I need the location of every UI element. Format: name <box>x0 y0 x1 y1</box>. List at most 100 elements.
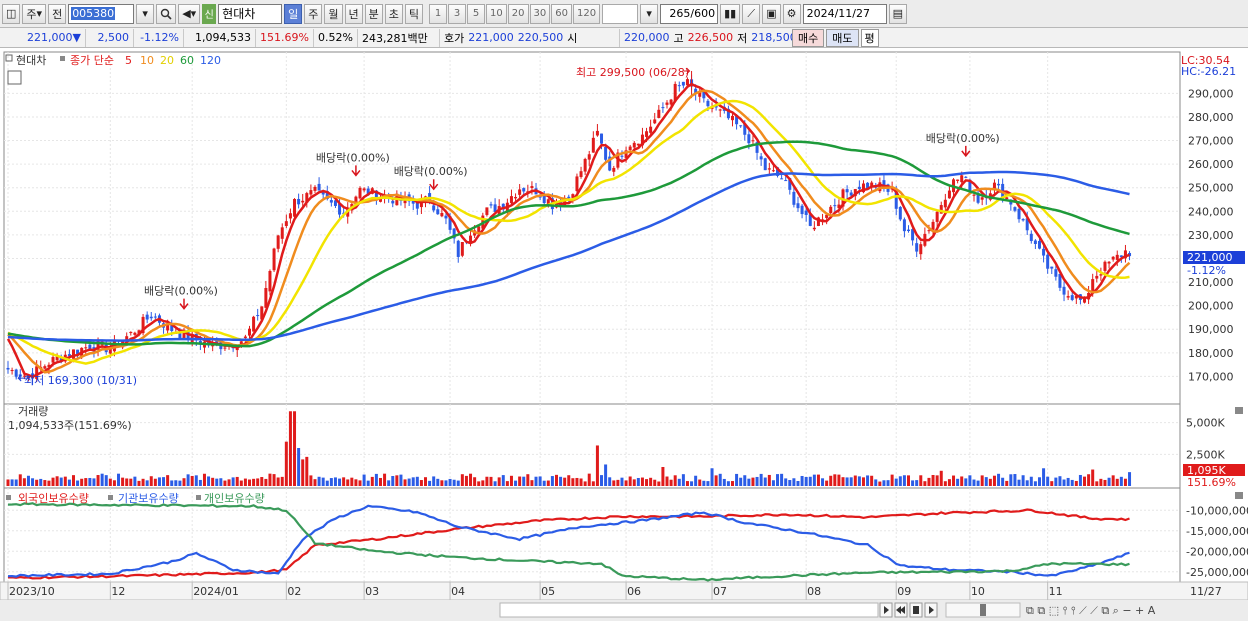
volume-bar <box>31 478 35 486</box>
period-tab-2[interactable]: 월 <box>324 3 343 24</box>
candle-body <box>771 170 775 172</box>
volume-bar <box>43 480 47 486</box>
eval-button[interactable]: 평 <box>860 28 879 47</box>
sell-button[interactable]: 매도 <box>826 28 859 47</box>
candle-body <box>767 168 771 170</box>
candle-body <box>685 79 689 86</box>
candle-body <box>1070 295 1074 300</box>
scroll-right-arrow-icon <box>884 606 889 614</box>
speaker-icon[interactable]: ◀▾ <box>178 3 201 24</box>
period-tab-5[interactable]: 초 <box>384 3 403 24</box>
stock-code-input[interactable]: 005380 <box>68 3 135 24</box>
prev-button[interactable]: 전 <box>48 3 67 24</box>
volume-bar <box>374 473 378 486</box>
price-badge-pct: -1.12% <box>1187 264 1226 277</box>
candle-body <box>301 200 305 203</box>
volume-bar <box>980 475 984 486</box>
volume-bar <box>1050 481 1054 486</box>
volume-bar <box>272 474 276 486</box>
chart-canvas[interactable]: 170,000180,000190,000200,000210,000220,0… <box>0 48 1248 621</box>
volume-panel-close-icon[interactable] <box>1235 407 1243 414</box>
interval-button-1[interactable]: 1 <box>429 3 448 24</box>
holdings-panel-close-icon[interactable] <box>1235 492 1243 499</box>
period-tab-0[interactable]: 일 <box>284 3 303 24</box>
volume-badge-ratio: 151.69% <box>1187 476 1236 489</box>
interval-button-10[interactable]: 10 <box>486 3 507 24</box>
volume-bar <box>600 475 604 486</box>
candle-body <box>284 221 288 226</box>
buy-button[interactable]: 매수 <box>792 28 825 47</box>
candle-body <box>980 197 984 200</box>
x-tick-label: 02 <box>287 585 301 598</box>
period-tab-1[interactable]: 주 <box>304 3 323 24</box>
volume-tick-label: 2,500K <box>1186 448 1225 461</box>
lc-label: LC:30.54 <box>1181 54 1230 67</box>
interval-button-20[interactable]: 20 <box>507 3 529 24</box>
volume-bar <box>22 478 26 486</box>
volume-bar <box>563 477 567 486</box>
candle-body <box>374 190 378 201</box>
volume-bar <box>104 475 108 486</box>
volume-bar <box>293 411 297 486</box>
candle-body <box>669 99 673 105</box>
scrollbar-track[interactable] <box>499 602 879 618</box>
candle-body <box>362 188 366 191</box>
candle-body <box>718 109 722 111</box>
date-input[interactable]: 2024/11/27 <box>802 3 887 24</box>
volume-bar <box>358 480 362 486</box>
draw-tool-icon[interactable]: ⟋ <box>742 3 761 24</box>
volume-bar <box>497 477 501 486</box>
interval-button-3[interactable]: 3 <box>448 3 467 24</box>
interval-button-5[interactable]: 5 <box>467 3 486 24</box>
window-icon[interactable]: ◫ <box>2 3 21 24</box>
period-tab-6[interactable]: 틱 <box>404 3 424 24</box>
new-tag: 신 <box>202 3 217 24</box>
candle-body <box>796 203 800 209</box>
candle-body <box>792 191 796 205</box>
dropdown-icon[interactable]: ▾ <box>136 3 155 24</box>
quote-volume: 1,094,533 <box>184 28 256 47</box>
volume-bar <box>776 474 780 486</box>
volume-bar <box>301 459 305 486</box>
candle-body <box>145 314 149 320</box>
volume-bar <box>612 480 616 486</box>
volume-bar <box>784 478 788 486</box>
interval-button-120[interactable]: 120 <box>572 3 601 24</box>
tool-icons[interactable]: ⧉ ⧉ ⬚ ⫯ ⫯ ⟋ ⟋ ⧉ ⌕ − + A <box>1026 604 1156 617</box>
quote-amount: 243,281백만 <box>358 28 440 47</box>
period-tab-3[interactable]: 년 <box>344 3 363 24</box>
candle-body <box>1005 197 1009 200</box>
save-icon[interactable]: ▣ <box>762 3 781 24</box>
zoom-slider-handle[interactable] <box>980 604 986 616</box>
candle-body <box>141 316 145 334</box>
gear-icon[interactable]: ⚙ <box>782 3 801 24</box>
interval-dropdown-icon[interactable]: ▾ <box>640 3 659 24</box>
volume-bar <box>149 476 153 486</box>
stock-name-field[interactable]: 현대차 <box>218 3 283 24</box>
candle-body <box>448 216 452 230</box>
candle-body <box>10 370 14 372</box>
candle-body <box>1074 295 1078 299</box>
calendar-icon[interactable]: ▤ <box>888 3 907 24</box>
chart-type-icon[interactable]: ▮▮ <box>720 3 741 24</box>
market-select[interactable]: 주 ▾ <box>22 3 47 24</box>
volume-bar <box>722 478 726 486</box>
candle-body <box>665 102 669 105</box>
period-tab-4[interactable]: 분 <box>364 3 383 24</box>
interval-button-60[interactable]: 60 <box>551 3 572 24</box>
table-toggle-icon[interactable] <box>7 70 22 85</box>
volume-bar <box>305 456 309 486</box>
volume-bar <box>751 477 755 486</box>
dividend-markers: 배당락(0.00%) 배당락(0.00%) 배당락(0.00%) 배당락(0.00%) <box>144 132 1000 310</box>
custom-interval-input[interactable] <box>602 3 639 24</box>
volume-bar <box>325 480 329 486</box>
search-icon[interactable] <box>156 3 177 24</box>
volume-bar <box>1037 477 1041 486</box>
volume-bar <box>489 476 493 486</box>
interval-button-30[interactable]: 30 <box>529 3 551 24</box>
volume-bar <box>215 478 219 486</box>
volume-bar <box>640 477 644 486</box>
dividend-arrow-icon <box>961 145 971 158</box>
count-input[interactable]: 265/600 <box>660 3 719 24</box>
legend-ma-20: 20 <box>160 54 174 67</box>
